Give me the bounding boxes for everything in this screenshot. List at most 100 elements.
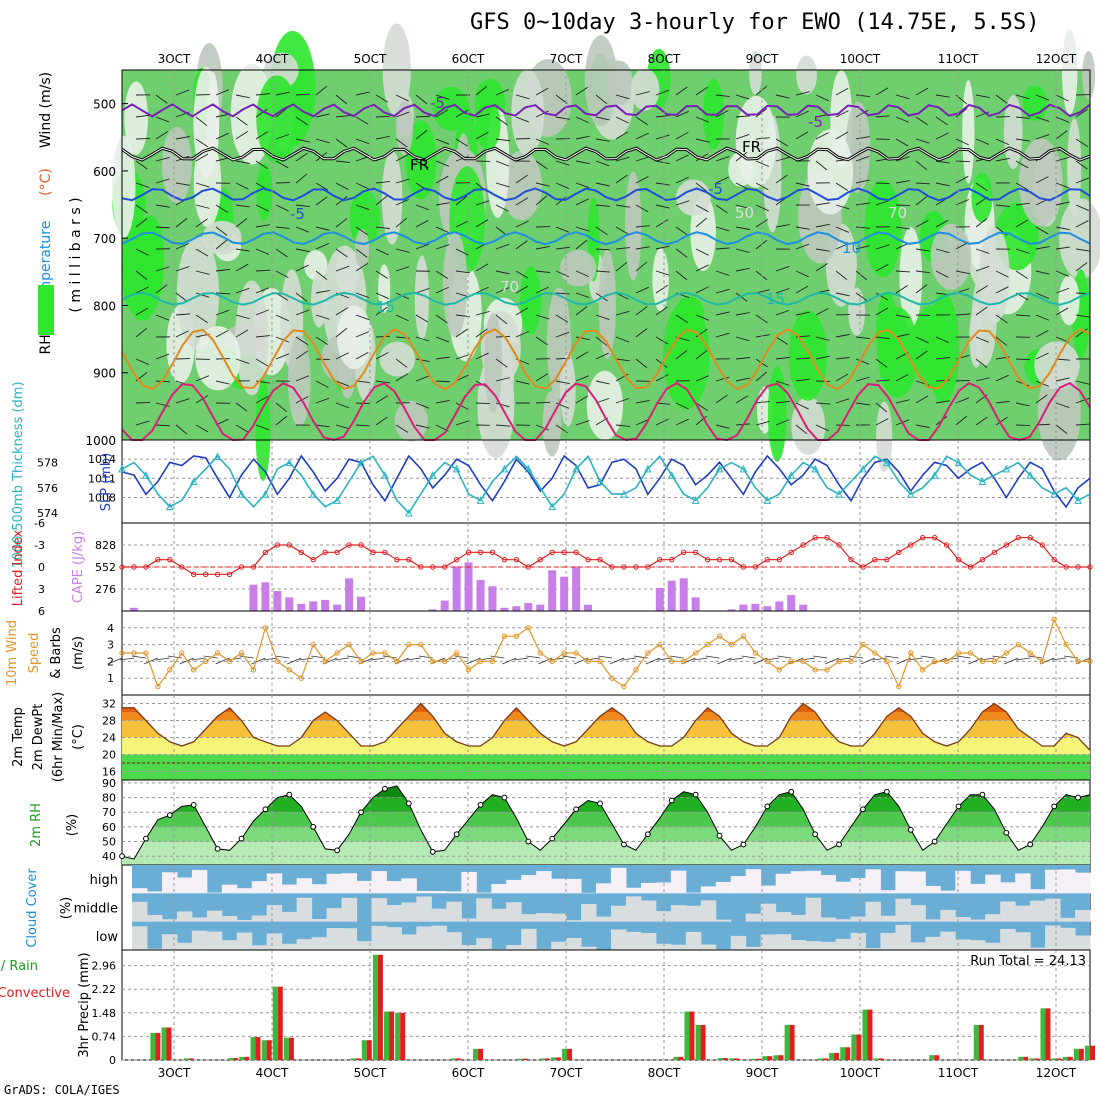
wind-barb	[495, 243, 510, 250]
cloud-fraction-cell	[326, 873, 343, 894]
wind-speed-marker	[394, 658, 400, 665]
wind-barb	[715, 94, 730, 98]
wind-barb	[335, 115, 350, 118]
date-tick-top: 4OCT	[256, 52, 289, 66]
lifted-index-marker	[1075, 564, 1081, 570]
wind-barb	[515, 94, 530, 100]
wind-barb-surface	[394, 657, 409, 665]
cloud-fraction-cell	[715, 919, 732, 922]
wind-barb	[995, 157, 1010, 162]
wind-barb	[615, 204, 630, 208]
wind-barb	[195, 248, 209, 257]
thickness-marker	[524, 464, 533, 473]
cloud-fraction-cell	[611, 867, 627, 894]
cloud-fraction-cell	[132, 888, 148, 894]
wind-speed-marker	[430, 658, 436, 665]
precip-total-bar	[350, 1058, 356, 1060]
wind-barb	[935, 270, 949, 278]
wind-barb	[1055, 287, 1070, 294]
date-tick-top: 12OCT	[1036, 52, 1077, 66]
wind-barb	[615, 247, 630, 250]
wind-barb	[775, 174, 788, 184]
wind-barb	[835, 131, 849, 140]
cape-bar	[799, 604, 808, 611]
lifted-index-marker	[501, 556, 508, 563]
lifted-index-marker	[621, 564, 627, 570]
lifted-index-marker	[943, 542, 950, 548]
wind-barb	[855, 292, 868, 302]
wind-barb	[555, 160, 570, 166]
wind-barb	[835, 356, 850, 360]
wind-barb	[1015, 424, 1031, 426]
wind-barb	[315, 380, 329, 388]
wind-speed-marker	[334, 650, 340, 656]
wind-barb	[795, 131, 809, 140]
cape-bar	[691, 597, 700, 611]
wind-barb	[155, 314, 170, 321]
wind-barb	[755, 334, 770, 338]
wind-barb	[815, 160, 828, 171]
wind-barb	[675, 86, 688, 96]
lifted-index-marker	[238, 564, 245, 570]
wind-barb	[575, 375, 590, 382]
wind-barb	[1035, 246, 1050, 250]
lifted-index-marker	[1051, 556, 1057, 563]
wind-barb	[755, 289, 770, 294]
wind-barb-surface	[287, 657, 302, 665]
lifted-index-marker	[908, 542, 914, 548]
wind-barb	[855, 179, 870, 184]
lifted-index-line	[122, 537, 1090, 575]
rh-marker	[286, 791, 293, 798]
run-total-label: Run Total = 24.13	[970, 954, 1086, 969]
wind-barb	[415, 424, 430, 429]
cloud-fraction-cell	[955, 917, 971, 922]
cloud-fraction-cell	[985, 942, 1001, 950]
wind-barb	[415, 94, 428, 105]
wind-barb	[815, 355, 830, 360]
wind-barb	[155, 402, 170, 407]
wind-barb	[255, 395, 269, 404]
rh-marker	[860, 806, 866, 813]
wind-barb	[855, 358, 870, 365]
wind-barb	[1055, 182, 1070, 189]
wind-barb	[255, 248, 270, 255]
wind-barb	[735, 357, 750, 360]
wind-barb	[555, 331, 570, 338]
wind-barb	[975, 218, 988, 228]
wind-barb	[1075, 314, 1090, 318]
wind-barb	[375, 416, 388, 426]
precip-convective-bar	[1056, 1058, 1062, 1060]
wind-barb-surface	[191, 657, 206, 661]
wind-barb	[875, 182, 891, 185]
cloud-fraction-cell	[655, 911, 672, 922]
cloud-fraction-cell	[670, 870, 687, 894]
precip-convective-bar	[700, 1024, 706, 1060]
wind-barb-surface	[681, 657, 696, 665]
cloud-fraction-cell	[940, 931, 956, 950]
lifted-index-marker	[657, 556, 663, 563]
cloud-fraction-cell	[1045, 898, 1061, 922]
rh-marker	[358, 809, 364, 816]
wind-barb	[955, 175, 969, 184]
wind-barb	[655, 204, 670, 209]
lifted-index-marker	[1039, 542, 1045, 548]
wind-barb	[415, 314, 429, 323]
wind-barb	[995, 204, 1010, 207]
precip-total-bar	[1029, 1058, 1035, 1060]
wind-barb	[795, 311, 810, 316]
wind-barb	[335, 138, 348, 148]
wind-speed-marker	[812, 667, 818, 673]
cloud-fraction-cell	[775, 934, 792, 950]
cloud-fraction-cell	[371, 925, 387, 950]
lifted-index-marker	[1027, 534, 1033, 541]
wind-barb	[635, 156, 650, 162]
cloud-fraction-cell	[191, 869, 208, 894]
precip-total-bar	[773, 1055, 779, 1060]
wind-barb	[415, 115, 431, 118]
wind-speed-marker	[788, 658, 794, 665]
wind-barb	[1055, 270, 1070, 277]
wind-barb	[315, 314, 330, 320]
wind-barb	[915, 350, 928, 360]
wind-barb	[815, 202, 830, 206]
slp-tick-label: 1014	[88, 453, 116, 466]
